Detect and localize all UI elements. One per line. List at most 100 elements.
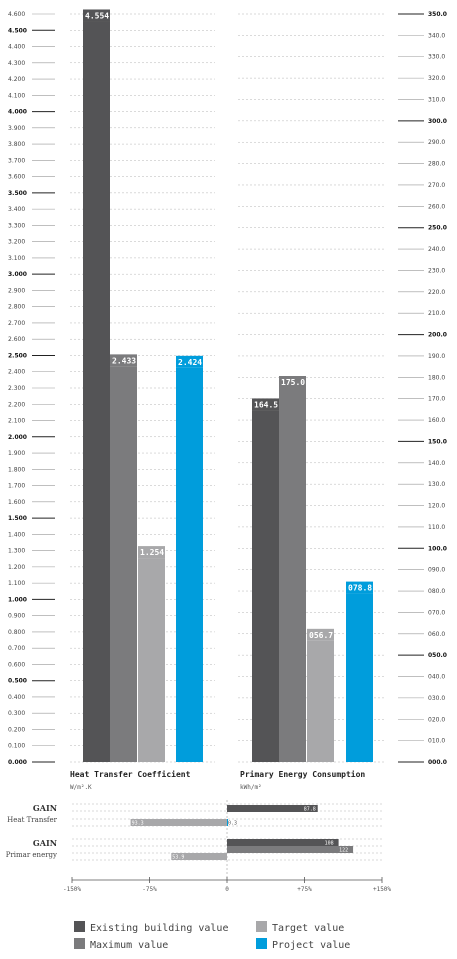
heat-tick-label: 1.700 bbox=[8, 483, 25, 490]
gain-bar-label: 0.3 bbox=[228, 821, 237, 827]
energy-bar bbox=[279, 388, 306, 762]
energy-tick-label: 280.0 bbox=[428, 161, 445, 168]
heat-bar bbox=[83, 21, 110, 763]
legend-swatch bbox=[256, 938, 267, 949]
heat-tick-label: 2.400 bbox=[8, 369, 25, 376]
heat-tick-label: 4.100 bbox=[8, 92, 25, 99]
heat-tick-label: 3.500 bbox=[8, 190, 27, 197]
heat-bar bbox=[138, 558, 165, 762]
energy-bar-label-box bbox=[346, 581, 373, 594]
heat-tick-label: 0.900 bbox=[8, 613, 25, 620]
heat-tick-label: 2.800 bbox=[8, 304, 25, 311]
heat-tick-label: 1.500 bbox=[8, 515, 27, 522]
heat-tick-label: 4.600 bbox=[8, 11, 25, 18]
heat-tick-label: 1.800 bbox=[8, 466, 25, 473]
gain-bar bbox=[130, 819, 227, 826]
energy-tick-label: 240.0 bbox=[428, 246, 445, 253]
heat-bar-label-box bbox=[83, 9, 110, 22]
gain-bar-label: 93.3 bbox=[132, 821, 144, 827]
heat-tick-label: 1.300 bbox=[8, 548, 25, 555]
energy-tick-label: 320.0 bbox=[428, 75, 445, 82]
legend-swatch bbox=[256, 921, 267, 932]
heat-tick-label: 4.000 bbox=[8, 109, 27, 116]
energy-tick-label: 220.0 bbox=[428, 289, 445, 296]
energy-tick-label: 270.0 bbox=[428, 182, 445, 189]
heat-tick-label: 3.200 bbox=[8, 239, 25, 246]
energy-bar-label-box bbox=[307, 628, 334, 641]
energy-tick-label: 100.0 bbox=[428, 545, 447, 552]
energy-tick-label: 050.0 bbox=[428, 652, 447, 659]
heat-bar bbox=[176, 367, 203, 762]
heat-tick-label: 0.400 bbox=[8, 694, 25, 701]
heat-tick-label: 1.400 bbox=[8, 531, 25, 538]
energy-tick-label: 150.0 bbox=[428, 438, 447, 445]
energy-bars: 164.5 175.0 056.7 078.8 bbox=[252, 376, 373, 762]
gain-bar bbox=[227, 846, 354, 853]
heat-tick-label: 2.100 bbox=[8, 418, 25, 425]
gain-bar bbox=[227, 839, 339, 846]
heat-tick-label: 2.300 bbox=[8, 385, 25, 392]
energy-chart-title: Primary Energy Consumption bbox=[240, 769, 365, 779]
energy-chart-unit: kWh/m² bbox=[240, 784, 262, 791]
energy-tick-label: 230.0 bbox=[428, 267, 445, 274]
energy-tick-label: 110.0 bbox=[428, 524, 445, 531]
heat-tick-label: 0.700 bbox=[8, 645, 25, 652]
energy-tick-label: 130.0 bbox=[428, 481, 445, 488]
heat-bar-label-box bbox=[176, 355, 203, 368]
heat-tick-label: 0.500 bbox=[8, 678, 27, 685]
heat-tick-label: 4.400 bbox=[8, 44, 25, 51]
gain-bar-label: 122 bbox=[339, 848, 348, 854]
energy-tick-label: 120.0 bbox=[428, 503, 445, 510]
gain-bar bbox=[171, 853, 227, 860]
heat-tick-label: 3.900 bbox=[8, 125, 25, 132]
heat-tick-label: 2.600 bbox=[8, 336, 25, 343]
heat-tick-label: 2.700 bbox=[8, 320, 25, 327]
energy-tick-label: 330.0 bbox=[428, 54, 445, 61]
energy-tick-label: 090.0 bbox=[428, 567, 445, 574]
heat-bar-label-box bbox=[138, 546, 165, 559]
heat-tick-label: 4.500 bbox=[8, 27, 27, 34]
energy-tick-label: 080.0 bbox=[428, 588, 445, 595]
heat-tick-label: 3.700 bbox=[8, 157, 25, 164]
heat-bar-label: 2.424 bbox=[178, 358, 202, 367]
heat-tick-label: 0.300 bbox=[8, 710, 25, 717]
energy-bar bbox=[307, 640, 334, 762]
legend-label: Maximum value bbox=[90, 940, 168, 951]
legend-label: Existing building value bbox=[90, 923, 228, 934]
energy-tick-label: 310.0 bbox=[428, 96, 445, 103]
gain-label-heat: Heat Transfer bbox=[7, 816, 57, 824]
energy-bar-label-box bbox=[252, 398, 279, 411]
heat-tick-label: 3.000 bbox=[8, 271, 27, 278]
gain-chart: GAIN Heat Transfer GAIN Primar energy -1… bbox=[6, 800, 391, 893]
gain-tick-label: -150% bbox=[63, 886, 81, 893]
legend-swatch bbox=[74, 938, 85, 949]
legend-swatch bbox=[74, 921, 85, 932]
energy-tick-label: 030.0 bbox=[428, 695, 445, 702]
energy-tick-label: 210.0 bbox=[428, 310, 445, 317]
energy-tick-label: 340.0 bbox=[428, 32, 445, 39]
energy-tick-label: 010.0 bbox=[428, 738, 445, 745]
heat-bar-label-box bbox=[110, 354, 137, 367]
heat-tick-label: 2.500 bbox=[8, 352, 27, 359]
energy-tick-label: 300.0 bbox=[428, 118, 447, 125]
heat-tick-label: 4.300 bbox=[8, 60, 25, 67]
heat-tick-label: 0.800 bbox=[8, 629, 25, 636]
legend-label: Target value bbox=[272, 923, 344, 934]
gain-bar bbox=[227, 805, 318, 812]
heat-tick-label: 3.400 bbox=[8, 206, 25, 213]
heat-tick-label: 2.000 bbox=[8, 434, 27, 441]
energy-bar bbox=[252, 410, 279, 762]
legend-label: Project value bbox=[272, 940, 350, 951]
energy-tick-label: 190.0 bbox=[428, 353, 445, 360]
heat-bar-label: 2.433 bbox=[112, 356, 136, 365]
energy-tick-label: 160.0 bbox=[428, 417, 445, 424]
energy-tick-label: 290.0 bbox=[428, 139, 445, 146]
energy-tick-label: 170.0 bbox=[428, 396, 445, 403]
heat-tick-label: 1.200 bbox=[8, 564, 25, 571]
heat-bars: 4.554 2.433 1.254 2.424 bbox=[83, 9, 203, 763]
energy-tick-label: 200.0 bbox=[428, 332, 447, 339]
heat-tick-label: 2.900 bbox=[8, 287, 25, 294]
heat-tick-label: 3.100 bbox=[8, 255, 25, 262]
heat-tick-label: 3.300 bbox=[8, 222, 25, 229]
